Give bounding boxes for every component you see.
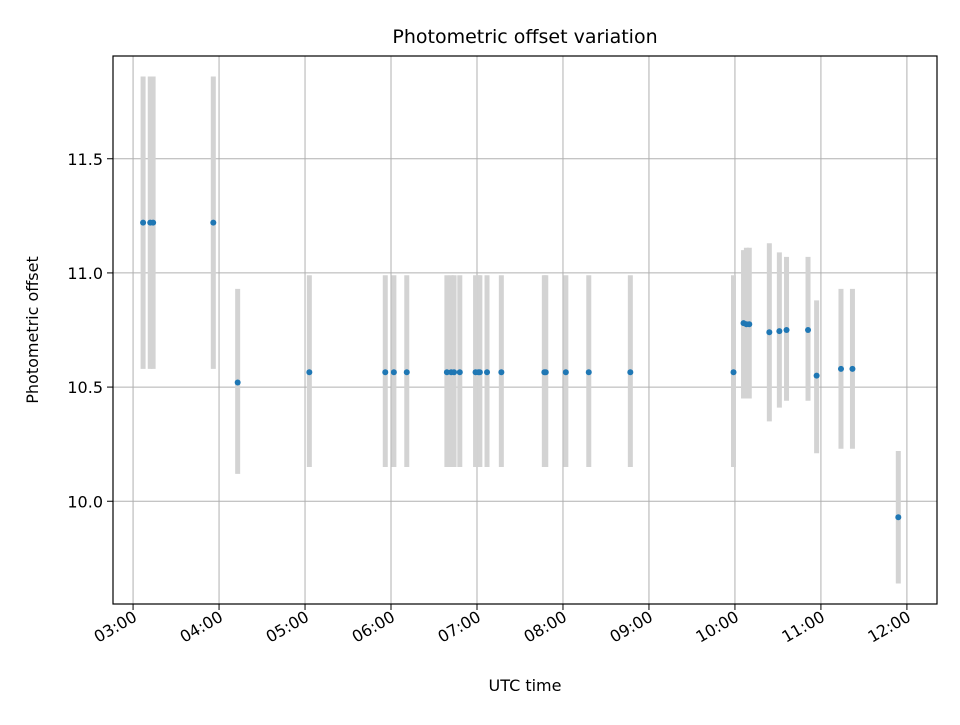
y-axis-label: Photometric offset bbox=[23, 256, 42, 404]
y-tick-label: 10.0 bbox=[67, 492, 103, 511]
data-point bbox=[382, 369, 389, 376]
data-point bbox=[895, 514, 902, 521]
data-point bbox=[562, 369, 569, 376]
data-point bbox=[484, 369, 491, 376]
data-point bbox=[456, 369, 463, 376]
data-point bbox=[498, 369, 505, 376]
data-point bbox=[390, 369, 397, 376]
data-point bbox=[210, 219, 217, 226]
data-point bbox=[140, 219, 147, 226]
chart-title: Photometric offset variation bbox=[392, 26, 657, 48]
y-tick-label: 11.5 bbox=[67, 150, 103, 169]
data-points bbox=[140, 219, 902, 521]
data-point bbox=[849, 365, 856, 372]
data-point bbox=[476, 369, 483, 376]
grid bbox=[113, 56, 937, 604]
data-point bbox=[766, 329, 773, 336]
data-point bbox=[443, 369, 450, 376]
y-tick-label: 11.0 bbox=[67, 264, 103, 283]
plot-frame bbox=[112, 55, 938, 605]
data-point bbox=[234, 379, 241, 386]
data-point bbox=[805, 327, 812, 333]
data-point bbox=[150, 219, 157, 226]
y-tick-label: 10.5 bbox=[67, 378, 103, 397]
data-point bbox=[403, 369, 410, 376]
data-point bbox=[627, 369, 634, 376]
data-point bbox=[730, 369, 737, 376]
data-point bbox=[813, 372, 820, 379]
data-point bbox=[451, 369, 458, 376]
data-point bbox=[776, 328, 783, 335]
data-point bbox=[837, 365, 844, 372]
data-point bbox=[746, 321, 753, 328]
data-point bbox=[585, 369, 592, 376]
data-point bbox=[306, 369, 313, 376]
x-axis-label: UTC time bbox=[489, 676, 562, 695]
data-point bbox=[783, 327, 790, 333]
data-point bbox=[542, 369, 549, 376]
y-axis: 10.0 10.5 11.0 11.5 bbox=[67, 150, 113, 511]
